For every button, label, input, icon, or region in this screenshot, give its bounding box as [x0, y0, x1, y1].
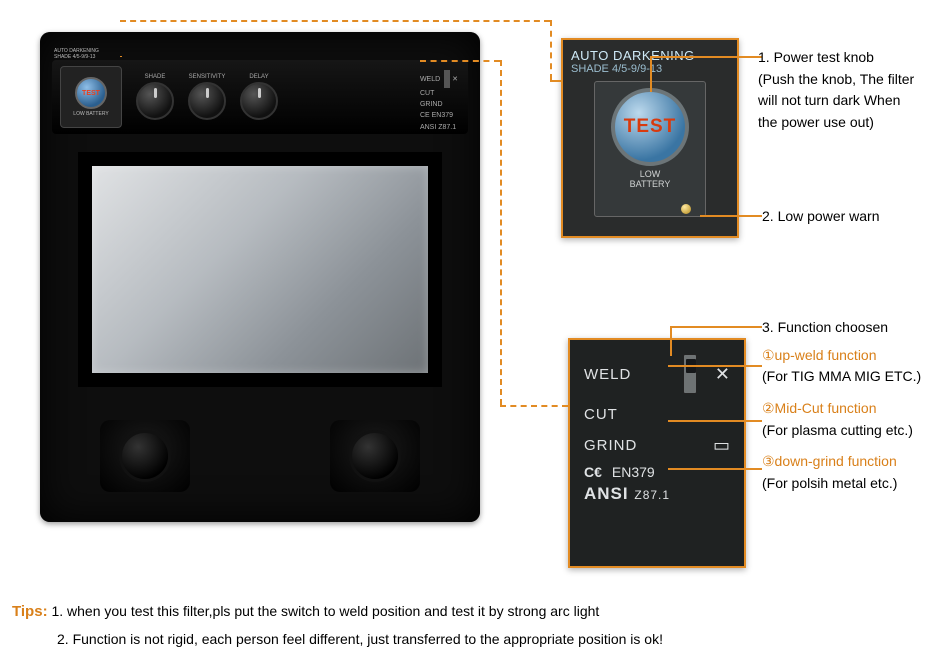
leader-line — [120, 56, 122, 57]
panel1-test-frame: TEST LOW BATTERY — [594, 81, 706, 217]
mode-switch-slot[interactable] — [683, 354, 697, 394]
leader-line — [668, 420, 762, 422]
weld-label: WELD — [584, 366, 631, 383]
low-battery-led-icon — [681, 204, 691, 214]
product-device: AUTO DARKENING SHADE 4/5-9/9-13 TEST LOW… — [40, 32, 480, 522]
sensitivity-knob[interactable] — [188, 82, 226, 120]
leader-line — [120, 20, 550, 22]
mode-switch-mini[interactable] — [444, 70, 450, 88]
low-battery-label: LOW BATTERY — [630, 170, 671, 190]
tips-block: Tips: 1. when you test this filter,pls p… — [12, 598, 938, 653]
sensitivity-knob-wrap: SENSITIVITY — [188, 74, 226, 120]
filter-lens — [78, 152, 442, 387]
shade-knob-label: SHADE — [145, 74, 166, 80]
annotation-3: 3. Function choosen ①up-weld function (F… — [762, 317, 947, 495]
annotation-1: 1. Power test knob (Push the knob, The f… — [758, 47, 948, 134]
ansi-label: ANSI Z87.1 — [570, 482, 744, 510]
leader-line — [700, 215, 762, 217]
leader-line — [550, 80, 561, 82]
leader-line — [650, 56, 652, 92]
test-block: TEST LOW BATTERY — [60, 66, 122, 128]
annotation-2: 2. Low power warn — [762, 206, 880, 228]
delay-knob-wrap: DELAY — [240, 74, 278, 120]
delay-knob[interactable] — [240, 82, 278, 120]
leader-line — [670, 326, 762, 328]
leader-line — [550, 20, 552, 80]
tip-1: 1. when you test this filter,pls put the… — [51, 603, 599, 619]
en379-label: EN379 — [612, 464, 655, 480]
leader-line — [650, 56, 762, 58]
leader-line — [500, 60, 502, 405]
low-battery-mini-label: LOW BATTERY — [73, 111, 108, 117]
ce-mark-icon: C€ — [584, 464, 602, 480]
leader-line — [420, 60, 500, 62]
leader-line — [668, 468, 762, 470]
leader-line — [670, 326, 672, 356]
shade-knob-wrap: SHADE — [136, 74, 174, 120]
cut-label: CUT — [584, 406, 618, 423]
grind-label: GRIND — [584, 437, 637, 454]
delay-knob-label: DELAY — [249, 74, 268, 80]
tips-label: Tips: — [12, 603, 48, 620]
callout-panel-mode: WELD ✕ CUT GRIND ▭ C€ EN379 ANSI Z87.1 — [568, 338, 746, 568]
auto-darkening-mini-label: AUTO DARKENING SHADE 4/5-9/9-13 — [54, 48, 99, 60]
test-button-mini[interactable]: TEST — [75, 77, 107, 109]
shade-knob[interactable] — [136, 82, 174, 120]
leader-line — [500, 405, 568, 407]
mode-switch-labels: WELD ✕ CUT GRIND CE EN379 ANSI Z87.1 — [420, 70, 458, 133]
sensitivity-knob-label: SENSITIVITY — [189, 74, 226, 80]
manual-icon: ▭ — [713, 435, 730, 456]
tip-2: 2. Function is not rigid, each person fe… — [12, 631, 663, 647]
mount-foot-left — [100, 420, 190, 492]
leader-line — [668, 365, 762, 367]
mount-foot-right — [330, 420, 420, 492]
control-strip: TEST LOW BATTERY SHADE SENSITIVITY DELAY… — [52, 60, 468, 134]
test-button-large[interactable]: TEST — [611, 88, 689, 166]
